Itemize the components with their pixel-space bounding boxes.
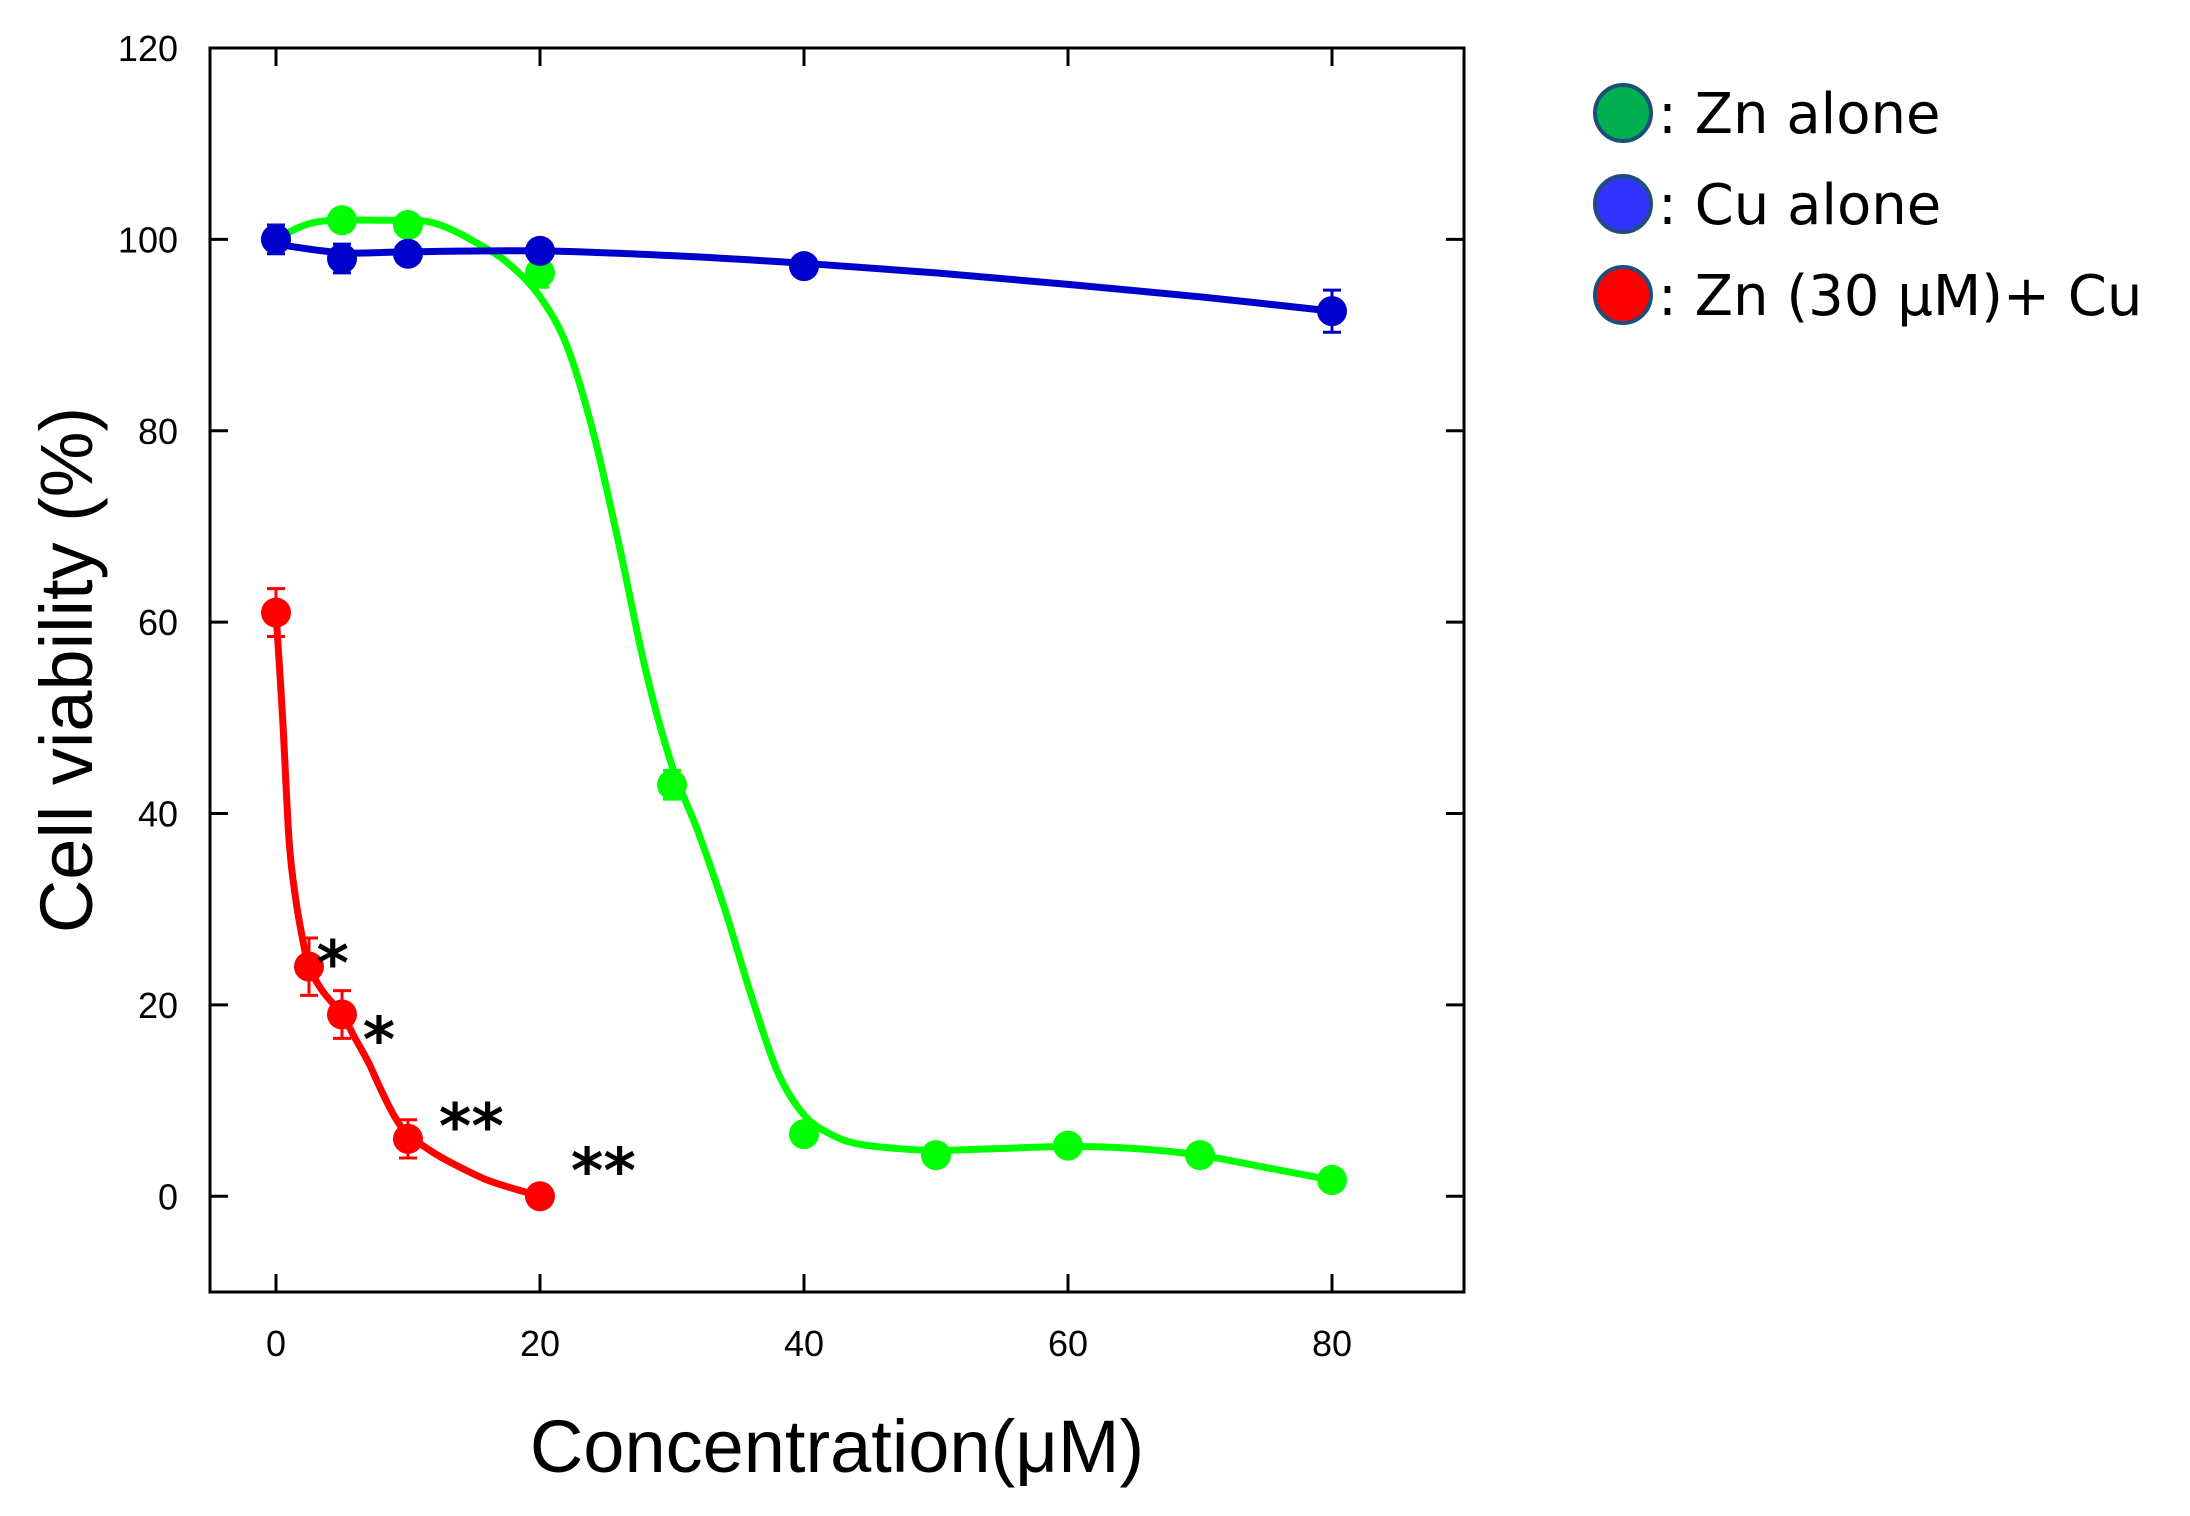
data-point-cu-alone bbox=[327, 243, 357, 274]
data-markers bbox=[261, 205, 1347, 1212]
y-tick-label: 120 bbox=[118, 28, 178, 69]
y-tick-label: 80 bbox=[138, 411, 178, 452]
error-bars bbox=[267, 209, 1341, 1203]
x-tick-label: 0 bbox=[266, 1323, 286, 1364]
x-tick-label: 80 bbox=[1312, 1323, 1352, 1364]
legend-swatch-cu-alone bbox=[1593, 174, 1653, 234]
legend-swatch-zn-cu bbox=[1593, 265, 1653, 325]
data-point-cu-alone bbox=[1317, 296, 1347, 327]
data-point-zn-alone bbox=[525, 257, 555, 288]
series-line-zn-cu bbox=[272, 609, 544, 1200]
y-axis-title: Cell viability (%) bbox=[25, 407, 108, 933]
significance-star: * bbox=[363, 1004, 395, 1077]
legend: : Zn alone : Cu alone : Zn (30 μM)+ Cu bbox=[1593, 82, 2142, 329]
y-tick-label: 40 bbox=[138, 794, 178, 835]
plot-frame bbox=[208, 46, 1466, 1294]
data-point-zn-alone bbox=[1185, 1140, 1215, 1171]
tick-marks bbox=[210, 46, 1464, 1292]
legend-swatch-zn-alone bbox=[1593, 83, 1653, 143]
legend-label-zn-cu: : Zn (30 μM)+ Cu bbox=[1658, 264, 2142, 329]
data-point-zn-alone bbox=[1053, 1130, 1083, 1161]
legend-label-zn-alone: : Zn alone bbox=[1658, 82, 1940, 147]
data-point-zn-alone bbox=[789, 1119, 819, 1150]
significance-star: ** bbox=[439, 1090, 504, 1163]
significance-star: ** bbox=[571, 1135, 636, 1208]
data-point-zn-alone bbox=[657, 769, 687, 800]
legend-label-cu-alone: : Cu alone bbox=[1658, 173, 1941, 238]
y-tick-label: 20 bbox=[138, 985, 178, 1026]
data-point-cu-alone bbox=[393, 238, 423, 269]
data-point-zn-cu bbox=[294, 951, 324, 982]
data-point-zn-cu bbox=[393, 1123, 423, 1154]
data-point-cu-alone bbox=[789, 251, 819, 282]
significance-annotations: ****** bbox=[317, 927, 636, 1208]
data-point-zn-cu bbox=[261, 597, 291, 628]
x-tick-label: 40 bbox=[784, 1323, 824, 1364]
series-line-zn-alone bbox=[272, 216, 1336, 1184]
x-axis-title: Concentration(μM) bbox=[530, 1405, 1144, 1488]
tick-labels: 0 20 40 60 80 0 20 40 60 80 100 120 bbox=[118, 28, 1352, 1364]
data-point-zn-cu bbox=[525, 1181, 555, 1212]
data-point-cu-alone bbox=[261, 224, 291, 255]
data-point-zn-alone bbox=[921, 1140, 951, 1171]
y-tick-label: 100 bbox=[118, 219, 178, 260]
data-point-zn-alone bbox=[1317, 1165, 1347, 1196]
significance-star: * bbox=[317, 927, 349, 1000]
data-point-zn-alone bbox=[327, 205, 357, 236]
series-curves bbox=[272, 216, 1336, 1200]
y-tick-label: 60 bbox=[138, 602, 178, 643]
data-point-cu-alone bbox=[525, 235, 555, 266]
data-point-zn-alone bbox=[393, 210, 423, 241]
y-tick-label: 0 bbox=[158, 1176, 178, 1217]
x-tick-label: 20 bbox=[520, 1323, 560, 1364]
x-tick-label: 60 bbox=[1048, 1323, 1088, 1364]
data-point-zn-cu bbox=[327, 999, 357, 1030]
